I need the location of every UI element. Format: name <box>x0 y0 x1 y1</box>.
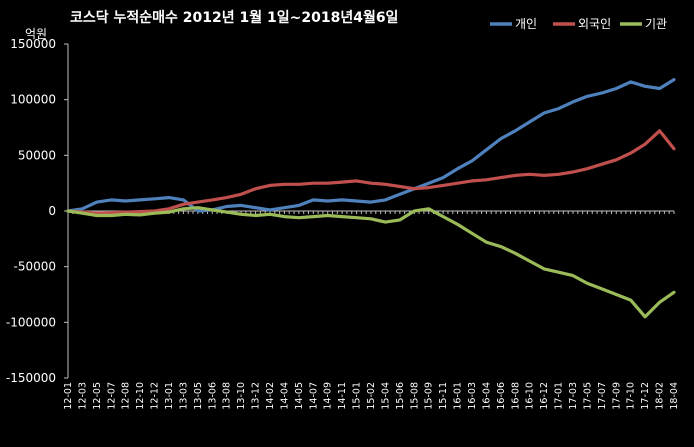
x-tick-label: 15-06 <box>395 382 406 410</box>
y-tick-label: 100000 <box>10 93 56 107</box>
x-tick-label: 17-10 <box>626 382 637 410</box>
x-tick-label: 18-04 <box>669 382 680 410</box>
x-tick-label: 17-03 <box>568 382 579 410</box>
series-line-기관 <box>66 206 676 319</box>
x-tick-label: 13-01 <box>164 382 175 410</box>
x-tick-label: 16-08 <box>510 382 521 410</box>
chart-title: 코스닥 누적순매수 2012년 1월 1일~2018년4월6일 <box>70 9 398 26</box>
x-tick-label: 14-07 <box>308 382 319 410</box>
x-axis: 12-01 12-03 12-05 12-07 12-08 12-10 12-12 13-01… <box>63 210 680 410</box>
y-tick-label: 150000 <box>10 37 56 51</box>
y-tick-label: -100000 <box>6 315 56 329</box>
x-tick-label: 15-11 <box>438 382 449 410</box>
x-tick-label: 15-04 <box>380 382 391 410</box>
x-tick-label: 14-02 <box>265 382 276 410</box>
x-tick-label: 12-07 <box>106 382 117 410</box>
x-tick-label: 12-10 <box>135 382 146 410</box>
x-tick-label: 16-01 <box>453 382 464 410</box>
x-tick-label: 12-12 <box>150 382 161 410</box>
x-tick-label: 15-09 <box>424 382 435 410</box>
x-tick-label: 16-03 <box>467 382 478 410</box>
x-tick-label: 12-01 <box>63 382 74 410</box>
x-tick-label: 15-01 <box>352 382 363 410</box>
x-tick-label: 13-06 <box>207 382 218 410</box>
x-tick-label: 17-01 <box>554 382 565 410</box>
x-tick-label: 18-02 <box>655 382 666 410</box>
x-tick-label: 17-07 <box>597 382 608 410</box>
x-tick-label: 17-05 <box>582 382 593 410</box>
x-tick-label: 14-04 <box>279 382 290 410</box>
x-tick-label: 13-12 <box>251 382 262 410</box>
y-tick-label: 0 <box>48 204 56 218</box>
legend-label: 기관 <box>645 17 667 31</box>
x-tick-label: 14-11 <box>337 382 348 410</box>
x-tick-label: 13-10 <box>236 382 247 410</box>
x-tick-label: 16-04 <box>481 382 492 410</box>
x-tick-label: 14-05 <box>294 382 305 410</box>
x-tick-label: 12-08 <box>121 382 132 410</box>
x-tick-label: 13-05 <box>193 382 204 410</box>
series-line-외국인 <box>66 129 676 215</box>
plot-area <box>66 78 676 319</box>
y-axis-unit-label: 억원 <box>25 27 47 41</box>
x-tick-label: 13-08 <box>222 382 233 410</box>
x-tick-label: 16-06 <box>496 382 507 410</box>
x-tick-label: 16-10 <box>525 382 536 410</box>
series-line-개인 <box>66 78 676 213</box>
legend-label: 개인 <box>515 17 537 31</box>
x-tick-label: 13-03 <box>178 382 189 410</box>
x-tick-label: 16-12 <box>539 382 550 410</box>
y-tick-label: -150000 <box>6 371 56 385</box>
x-tick-label: 17-09 <box>611 382 622 410</box>
legend: 개인 외국인 기관 <box>490 17 667 31</box>
y-tick-label: -50000 <box>13 260 56 274</box>
legend-label: 외국인 <box>578 17 611 31</box>
x-tick-label: 14-09 <box>323 382 334 410</box>
x-tick-label: 17-12 <box>640 382 651 410</box>
x-tick-label: 12-05 <box>92 382 103 410</box>
x-tick-label: 15-02 <box>366 382 377 410</box>
x-tick-label: 12-03 <box>77 382 88 410</box>
y-tick-label: 50000 <box>18 148 56 162</box>
x-tick-label: 15-08 <box>409 382 420 410</box>
